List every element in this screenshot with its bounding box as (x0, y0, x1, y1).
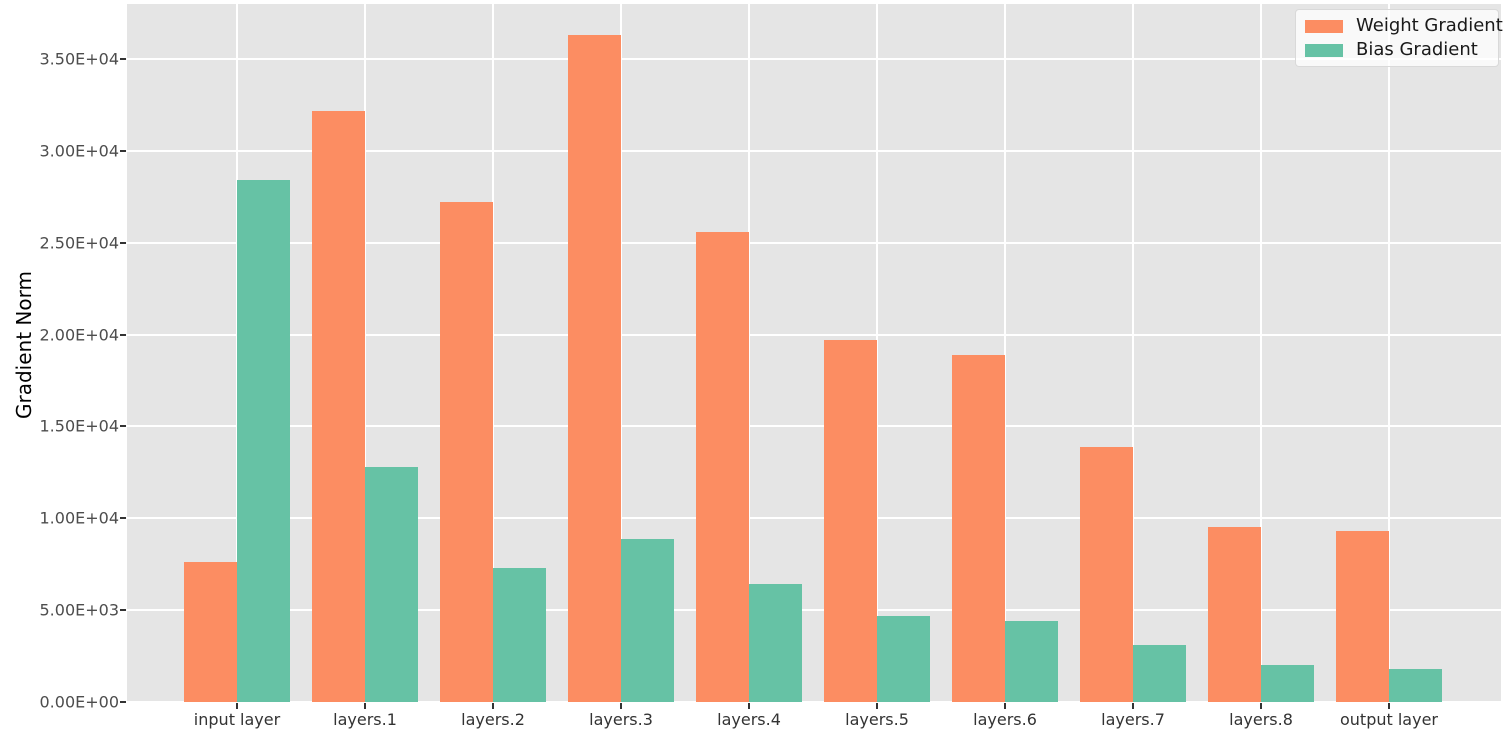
bar-bias-gradient-layers-7 (1133, 645, 1186, 702)
x-tick-label-layers-3: layers.3 (589, 710, 653, 729)
gridline-y-20000 (127, 333, 1501, 336)
gridline-y-0 (127, 701, 1501, 702)
x-tick-mark-layers-5 (876, 703, 878, 709)
x-tick-mark-layers-3 (620, 703, 622, 709)
y-tick-label-35000: 3.50E+04 (39, 49, 120, 69)
bar-bias-gradient-layers-8 (1261, 665, 1314, 702)
bar-weight-gradient-input-layer (184, 562, 237, 702)
x-tick-label-layers-8: layers.8 (1229, 710, 1293, 729)
legend-entry-weight-gradient: Weight Gradient (1305, 16, 1503, 36)
gridline-x-layers-1 (364, 4, 366, 702)
y-tick-label-15000: 1.50E+04 (39, 416, 120, 436)
gridline-y-5000 (127, 609, 1501, 612)
gridline-y-15000 (127, 425, 1501, 428)
x-tick-label-output-layer: output layer (1340, 710, 1438, 729)
gridline-x-layers-6 (1004, 4, 1006, 702)
x-tick-label-layers-7: layers.7 (1101, 710, 1165, 729)
y-axis-title: Gradient Norm (12, 271, 36, 419)
x-tick-mark-input-layer (236, 703, 238, 709)
gridline-x-layers-4 (748, 4, 750, 702)
y-tick-label-0: 0.00E+00 (39, 692, 120, 712)
gridline-x-layers-3 (620, 4, 622, 702)
x-tick-mark-layers-6 (1004, 703, 1006, 709)
bar-weight-gradient-layers-1 (312, 111, 365, 702)
bar-bias-gradient-input-layer (237, 180, 290, 702)
gridline-x-output-layer (1388, 4, 1390, 702)
bar-bias-gradient-layers-4 (749, 584, 802, 702)
y-tick-label-5000: 5.00E+03 (39, 600, 120, 620)
x-tick-mark-layers-1 (364, 703, 366, 709)
y-tick-label-20000: 2.00E+04 (39, 325, 120, 345)
gridline-x-layers-2 (492, 4, 494, 702)
bar-bias-gradient-layers-5 (877, 616, 930, 702)
x-tick-mark-layers-8 (1260, 703, 1262, 709)
gridline-x-layers-8 (1260, 4, 1262, 702)
x-tick-mark-layers-2 (492, 703, 494, 709)
x-tick-label-input-layer: input layer (193, 710, 281, 729)
legend-label-bias-gradient: Bias Gradient (1356, 39, 1478, 60)
y-tick-mark-10000 (120, 517, 126, 520)
gridline-y-10000 (127, 517, 1501, 520)
y-tick-mark-25000 (120, 241, 126, 244)
bar-bias-gradient-layers-1 (365, 467, 418, 702)
x-tick-mark-output-layer (1388, 703, 1390, 709)
y-tick-mark-15000 (120, 425, 126, 428)
gridline-y-30000 (127, 149, 1501, 152)
x-tick-label-layers-6: layers.6 (973, 710, 1037, 729)
bar-weight-gradient-layers-5 (824, 340, 877, 702)
bar-weight-gradient-output-layer (1336, 531, 1389, 702)
x-tick-label-layers-2: layers.2 (461, 710, 525, 729)
gridline-x-layers-7 (1132, 4, 1134, 702)
gridline-y-35000 (127, 58, 1501, 61)
gridline-x-layers-5 (876, 4, 878, 702)
y-tick-label-30000: 3.00E+04 (39, 141, 120, 161)
bar-weight-gradient-layers-3 (568, 35, 621, 702)
bar-bias-gradient-layers-3 (621, 539, 674, 702)
bar-weight-gradient-layers-7 (1080, 447, 1133, 702)
y-tick-label-10000: 1.00E+04 (39, 508, 120, 528)
bar-bias-gradient-layers-6 (1005, 621, 1058, 702)
legend-label-weight-gradient: Weight Gradient (1356, 15, 1503, 36)
y-tick-mark-20000 (120, 333, 126, 336)
x-tick-label-layers-1: layers.1 (333, 710, 397, 729)
x-tick-label-layers-4: layers.4 (717, 710, 781, 729)
bar-weight-gradient-layers-6 (952, 355, 1005, 702)
x-tick-label-layers-5: layers.5 (845, 710, 909, 729)
bar-weight-gradient-layers-4 (696, 232, 749, 702)
legend: Weight Gradient Bias Gradient (1295, 9, 1503, 67)
y-tick-mark-30000 (120, 149, 126, 152)
x-tick-mark-layers-7 (1132, 703, 1134, 709)
gridline-y-25000 (127, 241, 1501, 244)
bar-weight-gradient-layers-2 (440, 202, 493, 702)
bias-gradient-swatch-icon (1305, 43, 1343, 57)
bar-bias-gradient-output-layer (1389, 669, 1442, 702)
plot-area (127, 4, 1501, 702)
bar-weight-gradient-layers-8 (1208, 527, 1261, 702)
x-tick-mark-layers-4 (748, 703, 750, 709)
legend-entry-bias-gradient: Bias Gradient (1305, 40, 1490, 60)
y-tick-mark-35000 (120, 58, 126, 61)
y-tick-mark-5000 (120, 609, 126, 612)
bar-bias-gradient-layers-2 (493, 568, 546, 702)
y-tick-mark-0 (120, 701, 126, 703)
y-tick-label-25000: 2.50E+04 (39, 233, 120, 253)
weight-gradient-swatch-icon (1305, 19, 1343, 33)
